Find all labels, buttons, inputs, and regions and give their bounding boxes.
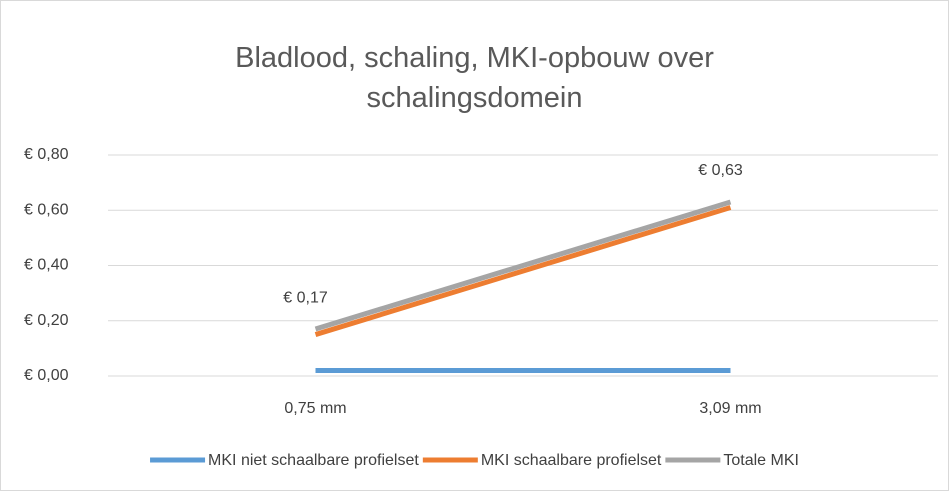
series-line (314, 205, 732, 337)
chart-title: Bladlood, schaling, MKI-opbouw over scha… (235, 42, 714, 114)
y-tick-label: € 0,60 (24, 201, 69, 218)
y-tick-label: € 0,20 (24, 312, 69, 329)
y-tick-label: € 0,00 (24, 367, 69, 384)
y-tick-label: € 0,40 (24, 257, 69, 274)
data-label: € 0,63 (698, 162, 743, 179)
legend-label: Totale MKI (723, 452, 799, 469)
x-tick-label: 0,75 mm (284, 400, 346, 417)
y-tick-label: € 0,80 (24, 146, 69, 163)
data-label: € 0,17 (283, 289, 328, 306)
legend-label: MKI niet schaalbare profielset (208, 452, 419, 469)
x-tick-label: 3,09 mm (699, 400, 761, 417)
series-line (314, 199, 732, 332)
legend-label: MKI schaalbare profielset (481, 452, 662, 469)
